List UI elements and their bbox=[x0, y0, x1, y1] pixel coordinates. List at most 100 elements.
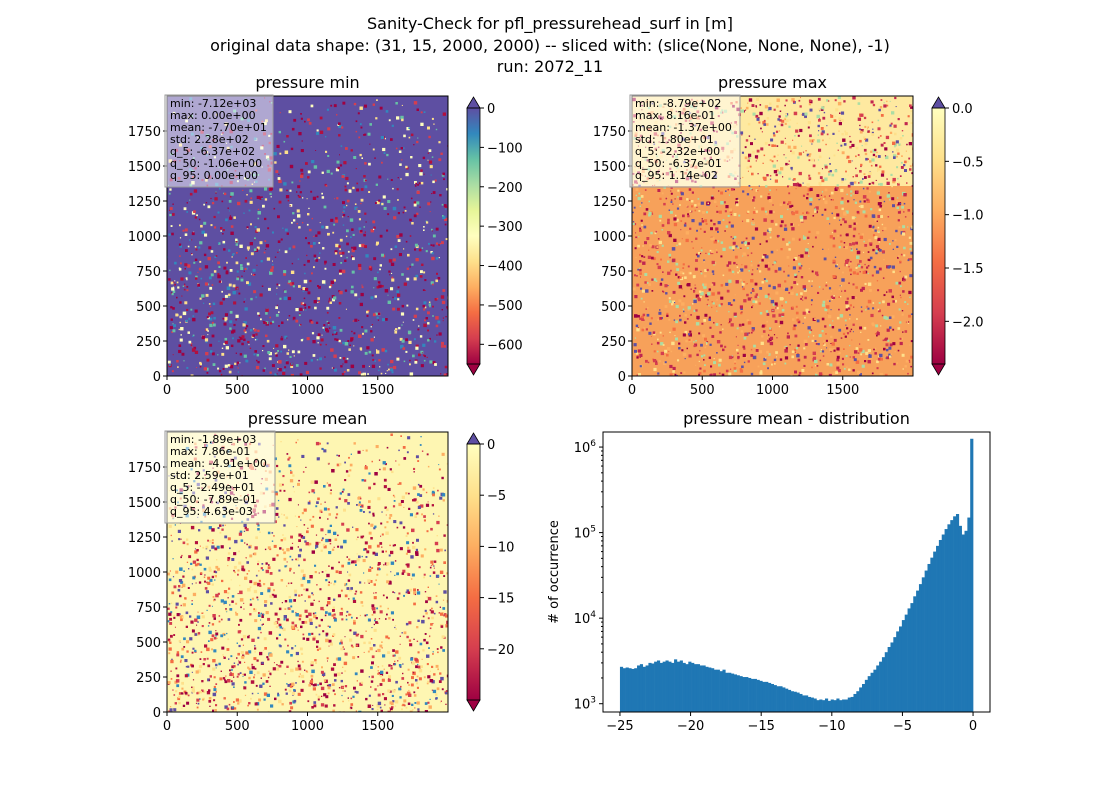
colorbar-tick-label: −5 bbox=[487, 489, 506, 504]
x-tick-label: 1500 bbox=[826, 383, 859, 398]
histogram-bar bbox=[702, 665, 706, 712]
colorbar-tick-label: 0 bbox=[487, 438, 495, 453]
histogram-bar bbox=[662, 661, 666, 712]
histogram-bar bbox=[631, 668, 635, 712]
histogram-bar bbox=[688, 661, 692, 712]
x-tick-label: 500 bbox=[690, 383, 715, 398]
histogram-bar bbox=[731, 673, 735, 712]
x-tick-label: 500 bbox=[225, 719, 250, 734]
stat-max-0: min: -8.79e+02 bbox=[635, 97, 721, 110]
suptitle-line-2: original data shape: (31, 15, 2000, 2000… bbox=[210, 36, 890, 55]
histogram-bar bbox=[756, 679, 760, 712]
histogram-bar bbox=[676, 661, 681, 712]
colorbar-extend-bottom bbox=[466, 363, 481, 376]
histogram-bar bbox=[619, 666, 624, 712]
histogram-bar bbox=[907, 608, 911, 712]
histogram-bar bbox=[722, 669, 726, 712]
stat-min-6: q_95: 0.00e+00 bbox=[170, 169, 258, 182]
histogram-bar bbox=[853, 693, 857, 712]
histogram-bar bbox=[770, 683, 775, 712]
stat-min-5: q_50: -1.06e+00 bbox=[170, 157, 262, 170]
colorbar-tick-label: −1.5 bbox=[952, 262, 984, 277]
stat-max-3: std: 1.80e+01 bbox=[635, 133, 714, 146]
histogram-bar bbox=[844, 699, 849, 712]
histogram-bar bbox=[725, 672, 729, 712]
stat-max-4: q_5: -2.32e+00 bbox=[635, 145, 720, 158]
x-tick-label: −15 bbox=[747, 719, 774, 734]
y-tick-label: 500 bbox=[136, 636, 161, 651]
histogram-bar bbox=[936, 545, 940, 712]
histogram-bar bbox=[637, 665, 641, 712]
histogram-bar bbox=[953, 516, 957, 712]
histogram-bar bbox=[839, 700, 843, 712]
histogram-bar bbox=[759, 680, 763, 712]
stat-min-4: q_5: -6.37e+02 bbox=[170, 145, 255, 158]
histogram-bar bbox=[671, 662, 675, 712]
histogram-bar bbox=[719, 671, 723, 712]
histogram-bar bbox=[796, 692, 800, 712]
histogram-bar bbox=[827, 700, 831, 712]
suptitle-line-1: Sanity-Check for pfl_pressurehead_surf i… bbox=[367, 14, 733, 34]
histogram-bar bbox=[739, 676, 743, 712]
histogram-bar bbox=[861, 683, 866, 712]
stat-mean-5: q_50: -7.89e-01 bbox=[170, 493, 257, 506]
histogram-bar bbox=[859, 687, 863, 712]
heatmap-min-axes: 0 500 1000 1500 0 250 500 750 1000 1250 1500 1750 bbox=[128, 125, 394, 398]
histogram-bar bbox=[910, 603, 914, 712]
stat-max-5: q_50: -6.37e-01 bbox=[635, 157, 722, 170]
y-tick-label: 1000 bbox=[128, 566, 161, 581]
y-tick-label: 1750 bbox=[593, 125, 626, 140]
histogram-bar bbox=[625, 667, 629, 712]
y-tick-label: 750 bbox=[601, 265, 626, 280]
histogram-bar bbox=[810, 697, 814, 712]
histogram-bar bbox=[881, 657, 886, 712]
histogram-bar bbox=[790, 691, 794, 712]
histogram-bar bbox=[713, 669, 718, 712]
histogram-bar bbox=[941, 534, 945, 712]
colorbar-extend-top bbox=[931, 96, 946, 109]
y-tick-label: 1250 bbox=[128, 531, 161, 546]
histogram-bar bbox=[884, 652, 888, 712]
histogram-bar bbox=[887, 647, 891, 712]
histogram-bar bbox=[930, 557, 934, 712]
histogram-bar bbox=[873, 669, 877, 712]
colorbar-gradient bbox=[932, 108, 945, 364]
x-tick-label: 1000 bbox=[756, 383, 789, 398]
colorbar-frame bbox=[931, 107, 946, 365]
colorbar-tick-label: −10 bbox=[487, 540, 514, 555]
histogram-bar bbox=[876, 665, 880, 712]
histogram-bar bbox=[622, 668, 626, 712]
histogram-bar bbox=[805, 695, 809, 712]
colorbar-extend-top bbox=[466, 96, 481, 109]
colorbar-tick-label: −100 bbox=[487, 141, 523, 156]
histogram-bar bbox=[679, 660, 683, 712]
histogram-bar bbox=[918, 584, 923, 712]
panel-title-pressure-max: pressure max bbox=[718, 73, 827, 92]
histogram-bar bbox=[867, 676, 871, 712]
histogram-bar bbox=[921, 577, 925, 712]
colorbar-tick-label: −1.0 bbox=[952, 209, 984, 224]
histogram-bar bbox=[964, 530, 968, 712]
histogram-bar bbox=[645, 665, 649, 712]
x-tick-label: 1500 bbox=[361, 719, 394, 734]
stat-max-1: max: 8.16e-01 bbox=[635, 109, 715, 122]
histogram-bar bbox=[654, 661, 658, 712]
y-tick-label: 500 bbox=[136, 300, 161, 315]
stat-max-2: mean: -1.37e+00 bbox=[635, 121, 732, 134]
histogram-bar bbox=[665, 660, 669, 712]
y-tick-label: 1500 bbox=[128, 160, 161, 175]
histogram-bar bbox=[628, 668, 632, 712]
histogram-bar bbox=[728, 672, 732, 712]
histogram-frame bbox=[602, 431, 991, 713]
colorbar-mean: 0 −5 −10 −15 −20 bbox=[466, 432, 514, 712]
stat-mean-6: q_95: 4.63e-03 bbox=[170, 505, 253, 518]
y-tick-label: 0 bbox=[618, 370, 626, 385]
histogram-bar bbox=[913, 596, 917, 712]
histogram-bar bbox=[651, 663, 655, 712]
colorbar-tick-label: −300 bbox=[487, 220, 523, 235]
histogram-bar bbox=[682, 662, 686, 712]
y-tick-label: 750 bbox=[136, 601, 161, 616]
y-tick-label: 1750 bbox=[128, 461, 161, 476]
histogram-bar bbox=[924, 570, 928, 712]
histogram-bar bbox=[896, 631, 900, 712]
